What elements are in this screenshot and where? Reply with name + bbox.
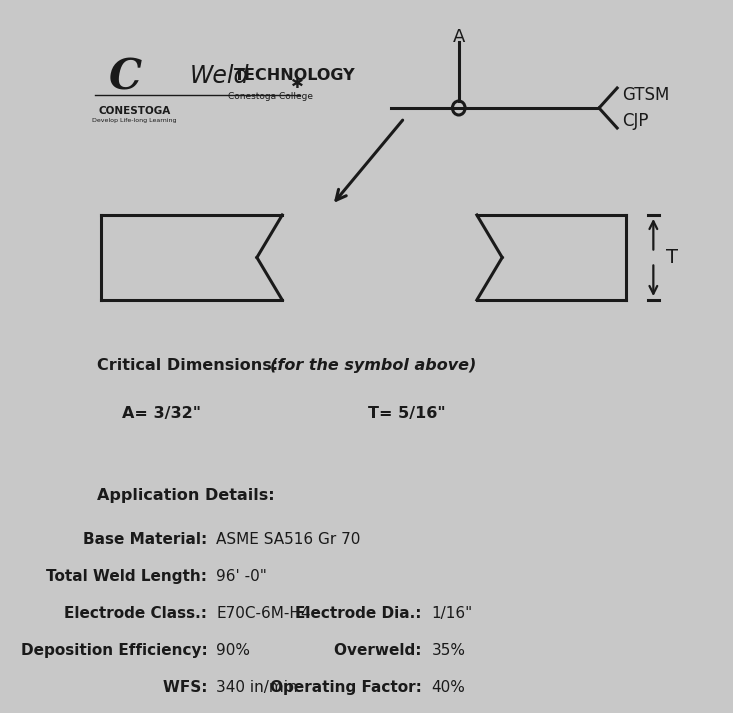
Text: A: A: [452, 28, 465, 46]
Text: C: C: [109, 57, 142, 99]
Text: CJP: CJP: [622, 112, 649, 130]
Text: Electrode Class.:: Electrode Class.:: [65, 606, 213, 621]
Text: T: T: [666, 248, 678, 267]
Text: 90%: 90%: [216, 643, 250, 658]
Text: A= 3/32": A= 3/32": [122, 406, 201, 421]
Text: Overweld:: Overweld:: [334, 643, 427, 658]
Text: Operating Factor:: Operating Factor:: [270, 680, 427, 695]
Text: Application Details:: Application Details:: [97, 488, 274, 503]
Text: ✱: ✱: [291, 76, 304, 91]
Text: CONESTOGA: CONESTOGA: [99, 106, 171, 116]
Text: ASME SA516 Gr 70: ASME SA516 Gr 70: [216, 532, 361, 547]
Text: GTSM: GTSM: [622, 86, 670, 104]
Text: 1/16": 1/16": [432, 606, 473, 621]
Text: (for the symbol above): (for the symbol above): [270, 358, 477, 373]
Text: TECHNOLOGY: TECHNOLOGY: [235, 68, 356, 83]
Text: Critical Dimensions:: Critical Dimensions:: [97, 358, 278, 373]
Text: 35%: 35%: [432, 643, 465, 658]
Text: Total Weld Length:: Total Weld Length:: [46, 569, 213, 584]
Text: E70C-6M-H4: E70C-6M-H4: [216, 606, 311, 621]
Text: 40%: 40%: [432, 680, 465, 695]
Text: 340 in/min: 340 in/min: [216, 680, 298, 695]
Text: Conestoga College: Conestoga College: [228, 92, 313, 101]
Text: Base Material:: Base Material:: [83, 532, 213, 547]
Text: Deposition Efficiency:: Deposition Efficiency:: [21, 643, 213, 658]
Text: T= 5/16": T= 5/16": [368, 406, 446, 421]
Text: Electrode Dia.:: Electrode Dia.:: [295, 606, 427, 621]
Text: Weld: Weld: [190, 64, 249, 88]
Text: 96' -0": 96' -0": [216, 569, 267, 584]
Text: Develop Life-long Learning: Develop Life-long Learning: [92, 118, 177, 123]
Text: WFS:: WFS:: [163, 680, 213, 695]
